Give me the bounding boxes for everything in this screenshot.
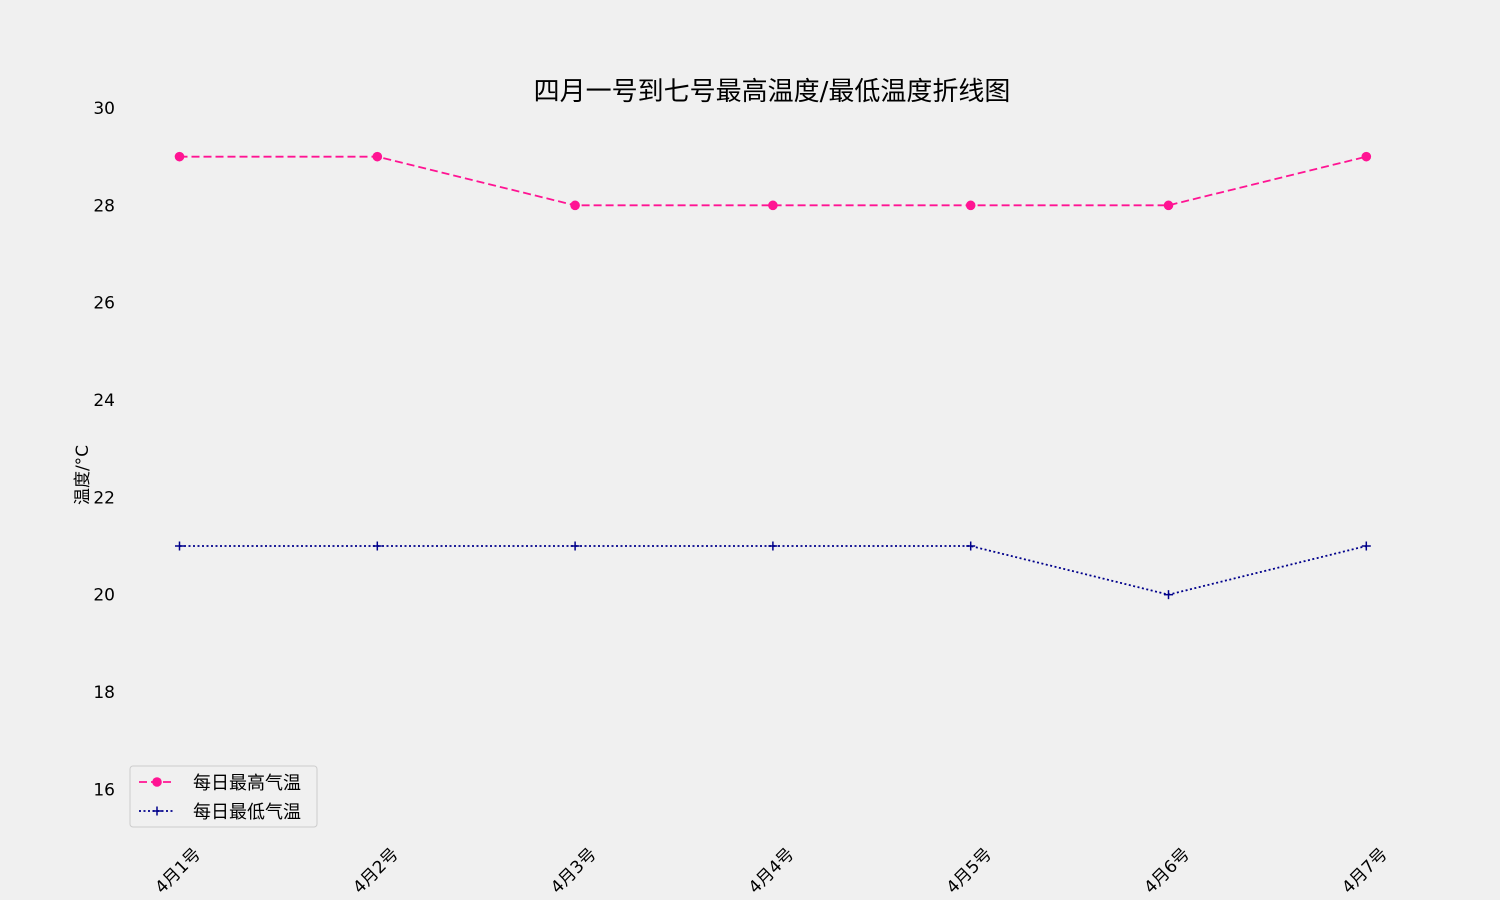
- x-tick-label: 4月6号: [1141, 844, 1194, 897]
- series-1-point: [1361, 151, 1372, 162]
- x-tick-label: 4月7号: [1338, 844, 1391, 897]
- series-1-point: [570, 200, 580, 211]
- x-tick-label: 4月3号: [547, 844, 600, 897]
- legend-item: 每日最高气温: [139, 773, 301, 794]
- legend-item: 每日最低气温: [139, 802, 301, 823]
- legend-marker: [152, 806, 162, 816]
- y-tick-label: 22: [93, 488, 115, 508]
- y-tick-label: 26: [93, 294, 115, 314]
- series-1-point: [1163, 200, 1174, 211]
- y-tick-label: 20: [93, 586, 115, 606]
- y-tick-label: 18: [93, 683, 115, 703]
- series-1-point: [174, 151, 185, 162]
- y-tick-label: 30: [93, 99, 115, 119]
- series-2-point: [1164, 590, 1173, 600]
- series-layer: [174, 151, 1372, 600]
- series-2-point: [966, 541, 976, 551]
- x-tick-label: 4月5号: [943, 844, 996, 897]
- series-2-point: [175, 541, 184, 551]
- x-tick-label: 4月1号: [152, 844, 205, 897]
- x-tick-label: 4月2号: [349, 844, 402, 897]
- y-tick-label: 16: [93, 780, 115, 800]
- series-line-2: [179, 545, 1367, 596]
- series-2-point: [1361, 541, 1371, 551]
- legend-box: [129, 765, 318, 828]
- y-tick-label: 28: [93, 196, 115, 216]
- x-tick-label: 4月4号: [745, 844, 798, 897]
- series-1-point: [768, 200, 778, 211]
- legend-label: 每日最低气温: [193, 802, 301, 823]
- y-tick-label: 24: [93, 391, 115, 411]
- series-line-1: [179, 155, 1367, 207]
- legend-marker: [152, 777, 162, 787]
- y-axis-ticks: 16 18 20 22 24 26 28 30: [93, 99, 115, 800]
- series-2-point: [768, 541, 778, 551]
- x-axis-ticks: 4月1号 4月2号 4月3号 4月4号 4月5号 4月6号 4月7号: [152, 844, 1392, 897]
- series-1-point: [372, 151, 383, 162]
- series-1-point: [965, 200, 976, 211]
- y-axis-label: 温度/°C: [73, 445, 93, 505]
- chart-title: 四月一号到七号最高温度/最低温度折线图: [534, 77, 1011, 107]
- legend-label: 每日最高气温: [193, 773, 301, 794]
- series-2-point: [372, 541, 382, 551]
- series-2-point: [570, 541, 580, 551]
